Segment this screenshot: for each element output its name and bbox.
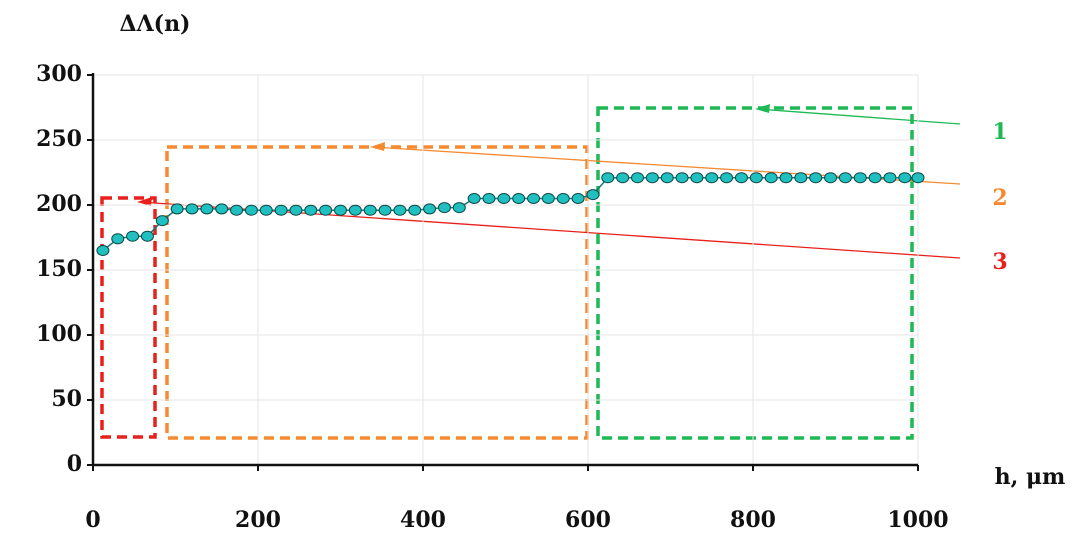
data-point bbox=[289, 204, 303, 216]
data-point bbox=[482, 193, 496, 204]
data-point bbox=[898, 172, 912, 184]
x-tick-label: 600 bbox=[565, 507, 611, 533]
region-box bbox=[596, 106, 914, 440]
y-tick-label: 250 bbox=[36, 126, 82, 152]
arrows bbox=[137, 104, 961, 259]
data-point bbox=[601, 172, 615, 184]
x-tick-label: 200 bbox=[235, 507, 281, 533]
data-point bbox=[155, 215, 169, 227]
y-tick-label: 150 bbox=[36, 256, 82, 282]
data-point bbox=[794, 172, 808, 184]
series-line bbox=[102, 176, 918, 252]
annotation-label: 3 bbox=[992, 249, 1007, 275]
data-point bbox=[140, 230, 154, 242]
data-point bbox=[348, 204, 362, 216]
y-tick-label: 300 bbox=[36, 61, 82, 87]
y-tick-label: 0 bbox=[67, 451, 82, 477]
y-axis-title: ΔΛ(n) bbox=[120, 11, 191, 37]
data-point bbox=[423, 203, 437, 215]
data-point bbox=[437, 202, 451, 214]
annotation-label: 2 bbox=[992, 185, 1007, 211]
x-tick-label: 1000 bbox=[887, 507, 948, 533]
data-point bbox=[111, 233, 125, 245]
data-point bbox=[556, 193, 570, 204]
data-point bbox=[690, 172, 704, 184]
data-point bbox=[334, 204, 347, 216]
data-point bbox=[675, 172, 689, 184]
data-point bbox=[660, 172, 674, 184]
data-point bbox=[244, 204, 258, 216]
data-point bbox=[824, 172, 838, 184]
data-point bbox=[96, 245, 110, 256]
data-point bbox=[319, 204, 333, 216]
data-point bbox=[645, 172, 659, 184]
data-point bbox=[541, 193, 555, 204]
data-point bbox=[512, 193, 526, 204]
data-point bbox=[586, 189, 600, 201]
data-point bbox=[764, 172, 778, 184]
data-point bbox=[304, 204, 318, 216]
data-point bbox=[259, 204, 273, 216]
annotation-label: 1 bbox=[992, 119, 1007, 145]
data-point bbox=[779, 172, 793, 184]
data-point bbox=[378, 204, 392, 216]
data-point bbox=[883, 172, 897, 184]
data-point bbox=[170, 203, 184, 215]
data-point bbox=[631, 172, 644, 184]
x-tick-label: 0 bbox=[85, 507, 100, 533]
x-axis-title: h, μm bbox=[995, 464, 1066, 490]
data-point bbox=[408, 204, 422, 216]
data-point bbox=[809, 172, 823, 184]
data-point bbox=[571, 193, 585, 204]
region-box bbox=[100, 196, 157, 439]
data-point bbox=[497, 193, 511, 204]
data-point bbox=[393, 204, 407, 216]
data-point bbox=[230, 204, 244, 216]
data-point bbox=[749, 172, 763, 184]
data-point bbox=[215, 203, 229, 215]
x-tick-label: 400 bbox=[400, 507, 446, 533]
data-point bbox=[853, 172, 867, 184]
data-point bbox=[527, 193, 541, 204]
data-point bbox=[200, 203, 214, 215]
data-point bbox=[838, 172, 852, 184]
data-point bbox=[274, 204, 288, 216]
data-point bbox=[911, 172, 925, 184]
y-tick-label: 200 bbox=[36, 191, 82, 217]
data-point bbox=[467, 193, 481, 204]
data-point bbox=[705, 172, 719, 184]
region-box bbox=[165, 145, 589, 440]
data-point bbox=[616, 172, 630, 184]
data-point bbox=[126, 230, 140, 242]
x-tick-label: 800 bbox=[730, 507, 776, 533]
data-point bbox=[363, 204, 377, 216]
y-tick-label: 50 bbox=[51, 386, 82, 412]
data-point bbox=[734, 172, 748, 184]
data-point bbox=[868, 172, 882, 184]
data-point bbox=[452, 202, 466, 214]
y-tick-label: 100 bbox=[36, 321, 82, 347]
data-point bbox=[185, 203, 199, 215]
data-point bbox=[720, 172, 734, 184]
